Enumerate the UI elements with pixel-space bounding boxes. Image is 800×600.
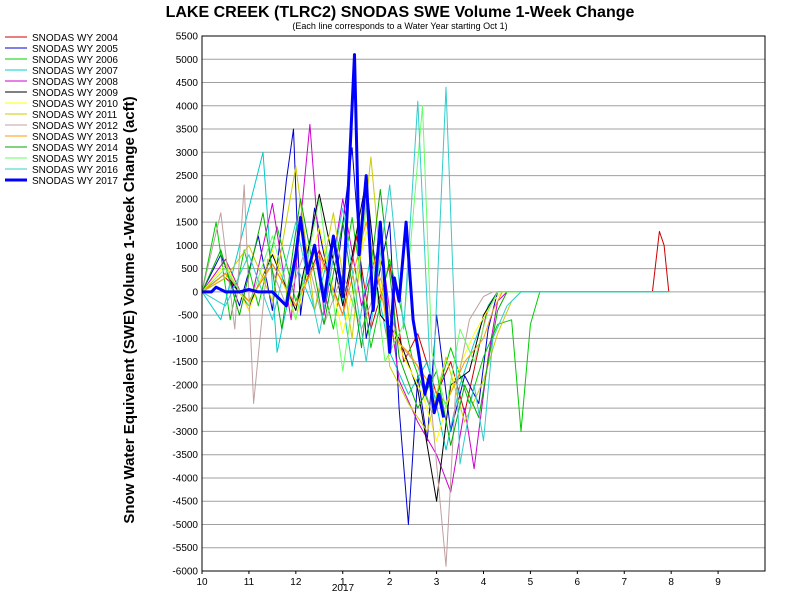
series-line-12 bbox=[201, 86, 669, 465]
legend-label: SNODAS WY 2014 bbox=[32, 143, 118, 154]
x-tick-label: 2 bbox=[387, 577, 393, 588]
x-tick-label: 11 bbox=[244, 577, 255, 588]
y-tick-label: -2000 bbox=[172, 380, 198, 391]
legend-label: SNODAS WY 2004 bbox=[32, 33, 118, 44]
legend-label: SNODAS WY 2011 bbox=[32, 110, 118, 121]
series-line-10 bbox=[201, 189, 669, 446]
y-tick-label: 2500 bbox=[176, 171, 199, 182]
legend-label: SNODAS WY 2015 bbox=[32, 154, 118, 165]
x-tick-label: 12 bbox=[290, 577, 302, 588]
y-tick-labels: 5500500045004000350030002500200015001000… bbox=[172, 32, 198, 578]
x-tick-label: 3 bbox=[434, 577, 440, 588]
x-tick-label: 4 bbox=[481, 577, 487, 588]
legend-label: SNODAS WY 2006 bbox=[32, 55, 118, 66]
x-tick-label: 5 bbox=[528, 577, 534, 588]
y-tick-label: 500 bbox=[181, 264, 198, 275]
chart-title: LAKE CREEK (TLRC2) SNODAS SWE Volume 1-W… bbox=[166, 4, 635, 21]
series-line-6 bbox=[201, 226, 669, 442]
y-tick-label: -3000 bbox=[172, 427, 198, 438]
y-tick-label: 4000 bbox=[176, 101, 199, 112]
y-tick-label: -1500 bbox=[172, 357, 198, 368]
y-tick-label: -500 bbox=[178, 311, 198, 322]
legend-label: SNODAS WY 2012 bbox=[32, 121, 118, 132]
x-tick-label: 6 bbox=[575, 577, 581, 588]
y-tick-label: -5000 bbox=[172, 520, 198, 531]
y-tick-label: -4000 bbox=[172, 473, 198, 484]
y-axis-label: Snow Water Equivalent (SWE) Volume 1-Wee… bbox=[121, 96, 138, 523]
x-tick-label: 1 bbox=[340, 577, 346, 588]
legend-label: SNODAS WY 2016 bbox=[32, 165, 118, 176]
y-tick-label: 5000 bbox=[176, 55, 199, 66]
chart-subtitle: (Each line corresponds to a Water Year s… bbox=[292, 21, 507, 31]
y-tick-label: -4500 bbox=[172, 497, 198, 508]
series-lines bbox=[201, 53, 670, 567]
y-tick-label: 2000 bbox=[176, 194, 199, 205]
y-tick-label: 5500 bbox=[176, 32, 199, 43]
legend-label: SNODAS WY 2007 bbox=[32, 66, 118, 77]
y-tick-label: -1000 bbox=[172, 334, 198, 345]
y-tick-label: -6000 bbox=[172, 567, 198, 578]
series-line-13 bbox=[202, 53, 446, 418]
x-tick-label: 10 bbox=[196, 577, 208, 588]
y-tick-label: -2500 bbox=[172, 404, 198, 415]
x-tick-labels: 10 11 12 1 2 3 4 5 6 7 8 9 bbox=[196, 571, 721, 588]
legend-label: SNODAS WY 2008 bbox=[32, 77, 118, 88]
y-tick-label: 1000 bbox=[176, 241, 199, 252]
series-line-5 bbox=[201, 179, 669, 502]
series-line-8 bbox=[201, 184, 669, 567]
legend-label: SNODAS WY 2010 bbox=[32, 99, 118, 110]
series-line-7 bbox=[201, 156, 669, 432]
x-tick-label: 7 bbox=[621, 577, 627, 588]
legend-label: SNODAS WY 2013 bbox=[32, 132, 118, 143]
y-tick-label: -5500 bbox=[172, 543, 198, 554]
y-tick-label: 3000 bbox=[176, 148, 199, 159]
x-year-label: 2017 bbox=[332, 583, 355, 594]
legend-label: SNODAS WY 2009 bbox=[32, 88, 118, 99]
y-tick-label: 4500 bbox=[176, 78, 199, 89]
x-tick-label: 8 bbox=[668, 577, 674, 588]
x-tick-label: 9 bbox=[715, 577, 721, 588]
y-tick-label: -3500 bbox=[172, 450, 198, 461]
y-tick-label: 0 bbox=[192, 287, 198, 298]
y-tick-label: 3500 bbox=[176, 125, 199, 136]
legend-label: SNODAS WY 2005 bbox=[32, 44, 118, 55]
series-line-11 bbox=[201, 105, 669, 409]
y-tick-label: 1500 bbox=[176, 218, 199, 229]
legend-label: SNODAS WY 2017 bbox=[32, 176, 118, 187]
